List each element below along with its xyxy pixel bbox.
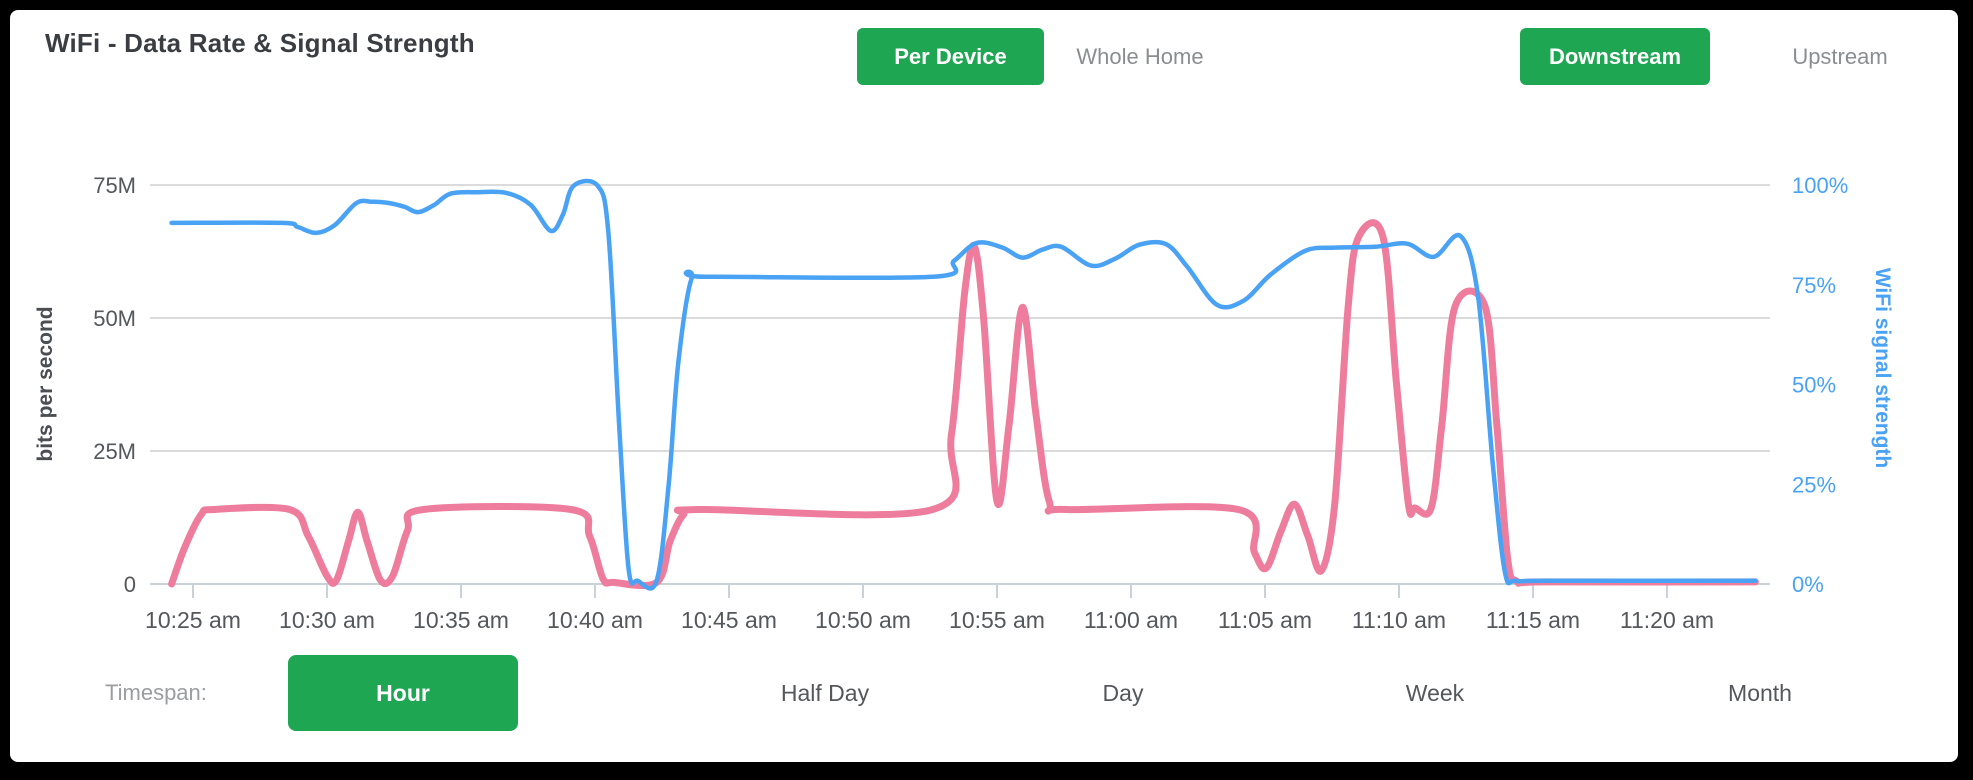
x-axis-tick-label: 11:20 am	[1620, 607, 1714, 633]
x-axis-tick-label: 10:30 am	[279, 607, 375, 633]
timespan-halfday-option[interactable]: Half Day	[780, 679, 870, 706]
x-axis-tick-label: 10:55 am	[949, 607, 1045, 633]
right-axis-title: WiFi signal strength	[1871, 268, 1894, 468]
data-rate-line	[168, 219, 1759, 590]
timespan-hour-button[interactable]: Hour	[288, 655, 518, 731]
x-axis-tick-label: 10:35 am	[413, 607, 509, 633]
timespan-month-option[interactable]: Month	[1728, 679, 1792, 706]
left-axis-title: bits per second	[34, 306, 57, 461]
right-axis-tick-label: 75%	[1792, 273, 1836, 298]
x-axis-tick-label: 11:15 am	[1486, 607, 1580, 633]
left-axis-tick-label: 25M	[93, 439, 136, 464]
left-axis-tick-label: 75M	[93, 173, 136, 198]
right-axis-tick-label: 0%	[1792, 572, 1824, 597]
right-axis-tick-label: 50%	[1792, 373, 1836, 398]
left-axis-tick-label: 50M	[93, 306, 136, 331]
timespan-label: Timespan:	[105, 680, 207, 705]
wifi-signal-strength-line	[169, 178, 1758, 591]
x-axis-tick-label: 10:25 am	[145, 607, 241, 633]
x-axis-tick-label: 11:10 am	[1352, 607, 1446, 633]
timespan-day-option[interactable]: Day	[1102, 679, 1144, 706]
wifi-chart: 10:25 am 10:30 am 10:35 am 10:40 am 10:45 am…	[34, 173, 1894, 633]
downstream-button[interactable]: Downstream	[1520, 28, 1710, 85]
per-device-button[interactable]: Per Device	[857, 28, 1044, 85]
x-axis-tick-label: 10:45 am	[681, 607, 777, 633]
x-axis-tick-label: 10:50 am	[815, 607, 911, 633]
page-title: WiFi - Data Rate & Signal Strength	[45, 28, 475, 58]
right-axis-tick-label: 25%	[1792, 472, 1836, 497]
upstream-button[interactable]: Upstream	[1792, 43, 1888, 69]
x-axis-tick-label: 11:00 am	[1084, 607, 1178, 633]
x-axis-tick-label: 10:40 am	[547, 607, 643, 633]
right-axis-tick-label: 100%	[1792, 173, 1848, 198]
dashboard-card: WiFi - Data Rate & Signal Strength Per D…	[10, 10, 1958, 762]
left-axis-tick-label: 0	[124, 572, 136, 597]
timespan-week-option[interactable]: Week	[1405, 679, 1465, 706]
whole-home-button[interactable]: Whole Home	[1076, 43, 1204, 69]
x-axis-tick-label: 11:05 am	[1218, 607, 1312, 633]
